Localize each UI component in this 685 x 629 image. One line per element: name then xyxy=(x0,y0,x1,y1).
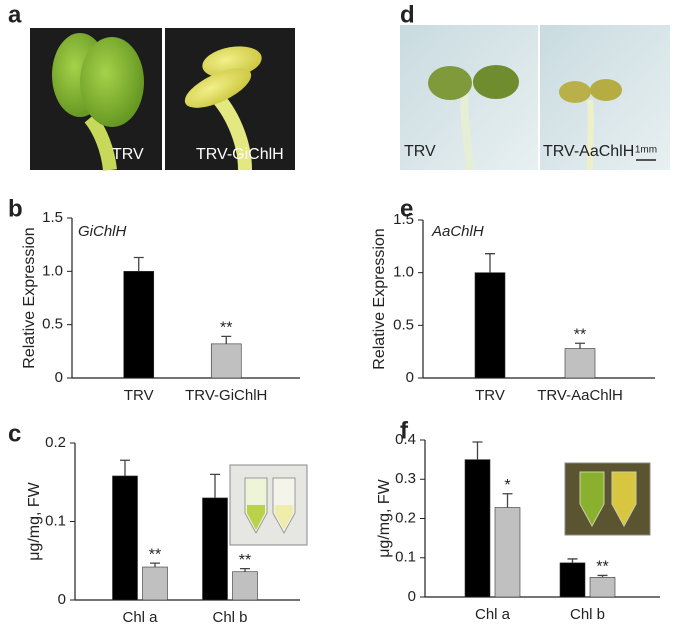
bar xyxy=(589,577,616,598)
bar xyxy=(202,497,228,601)
bar xyxy=(210,343,242,379)
y-axis-label: μg/mg, FW xyxy=(26,481,43,560)
x-tick-label: TRV xyxy=(475,387,505,404)
error-bar xyxy=(150,562,160,568)
y-tick-label: 0 xyxy=(58,591,66,608)
error-bar xyxy=(575,342,585,349)
gene-label: GiChlH xyxy=(78,223,127,240)
panel-letter: b xyxy=(8,195,23,222)
significance: ** xyxy=(574,326,586,343)
bar xyxy=(474,272,506,379)
x-tick-label: Chl a xyxy=(475,606,511,623)
significance: ** xyxy=(239,552,251,569)
x-tick-label: TRV-GiChlH xyxy=(185,387,267,404)
panel-letter: c xyxy=(8,420,21,447)
error-bar xyxy=(221,335,232,344)
y-tick-label: 1.5 xyxy=(393,211,414,228)
significance: ** xyxy=(149,546,161,563)
y-tick-label: 0.1 xyxy=(395,549,416,566)
panel-letter: a xyxy=(8,1,22,28)
y-tick-label: 0.5 xyxy=(42,316,63,333)
y-axis-label: μg/mg, FW xyxy=(376,478,393,557)
y-tick-label: 0.5 xyxy=(393,316,414,333)
error-bar xyxy=(120,459,130,476)
y-tick-label: 0.2 xyxy=(395,509,416,526)
y-tick-label: 0 xyxy=(406,369,414,386)
error-bar xyxy=(240,567,250,572)
y-tick-label: 0 xyxy=(408,588,416,605)
y-tick-label: 1.0 xyxy=(393,264,414,281)
significance: ** xyxy=(220,320,232,337)
photo-label: TRV xyxy=(404,143,436,160)
x-tick-label: Chl b xyxy=(212,609,247,626)
bar xyxy=(232,571,258,601)
bar xyxy=(564,348,596,379)
error-bar xyxy=(567,558,578,563)
photo-label: TRV xyxy=(112,146,144,163)
panel-letter: d xyxy=(400,1,415,28)
error-bar xyxy=(502,493,513,508)
bar xyxy=(123,271,155,379)
significance: ** xyxy=(596,559,608,576)
photo xyxy=(400,25,538,171)
significance: * xyxy=(504,477,510,494)
photo-label: TRV-GiChlH xyxy=(196,146,284,163)
bar xyxy=(559,562,586,598)
error-bar xyxy=(472,441,483,460)
inset-photo xyxy=(229,464,308,546)
error-bar xyxy=(133,256,144,272)
x-tick-label: TRV-AaChlH xyxy=(537,387,623,404)
y-axis-label: Relative Expression xyxy=(21,227,38,368)
inset-photo xyxy=(564,462,651,536)
bar xyxy=(142,566,168,601)
x-tick-label: Chl b xyxy=(570,606,605,623)
photo xyxy=(165,28,295,171)
y-axis-label: Relative Expression xyxy=(371,228,388,369)
x-tick-label: TRV xyxy=(124,387,154,404)
y-tick-label: 0.3 xyxy=(395,470,416,487)
y-tick-label: 1.0 xyxy=(42,262,63,279)
panel-letter: f xyxy=(400,417,409,444)
photo xyxy=(540,25,670,171)
x-tick-label: Chl a xyxy=(122,609,158,626)
y-tick-label: 0.1 xyxy=(45,512,66,529)
error-bar xyxy=(210,473,220,498)
y-tick-label: 0 xyxy=(55,369,63,386)
y-tick-label: 0.4 xyxy=(395,431,416,448)
photo-label: TRV-AaChlH xyxy=(543,143,634,160)
photo xyxy=(30,28,162,171)
y-tick-label: 0.2 xyxy=(45,434,66,451)
error-bar xyxy=(597,574,608,578)
bar xyxy=(494,507,521,598)
gene-label: AaChlH xyxy=(431,223,484,240)
y-tick-label: 1.5 xyxy=(42,209,63,226)
panel-letter: e xyxy=(400,195,413,222)
bar xyxy=(464,459,491,598)
bar xyxy=(112,475,138,601)
error-bar xyxy=(485,253,495,273)
scale-bar-label: 1mm xyxy=(635,145,657,156)
